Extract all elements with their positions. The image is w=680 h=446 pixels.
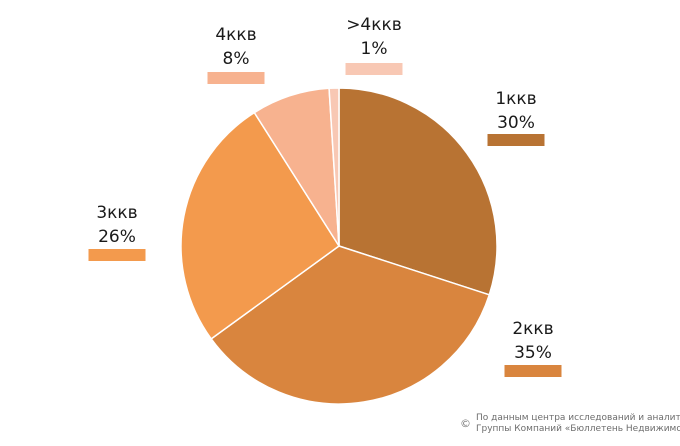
source-note: © По данным центра исследований и аналит… <box>460 413 680 435</box>
slice-color-swatch <box>88 249 146 261</box>
slice-category-label: 1ккв <box>495 89 536 109</box>
pie-slice-2 <box>210 245 491 405</box>
copyright-mark: © <box>460 417 471 430</box>
pie-slice-3 <box>180 111 340 340</box>
slice-value-label: 8% <box>223 49 250 69</box>
slice-color-swatch <box>207 72 265 84</box>
slice-value-label: 35% <box>514 343 552 363</box>
pie-slice-1 <box>338 87 498 296</box>
slice-value-label: 26% <box>98 227 136 247</box>
source-line-1: По данным центра исследований и аналитик… <box>476 413 680 423</box>
slice-color-swatch <box>504 365 562 377</box>
pie-slice-5 <box>328 87 340 247</box>
slice-value-label: 30% <box>497 113 535 133</box>
source-line-2: Группы Компаний «Бюллетень Недвижимости» <box>476 424 680 434</box>
slice-category-label: 3ккв <box>96 203 137 223</box>
slice-color-swatch <box>345 63 403 75</box>
pie-labels: 1ккв 30% 2ккв 35% 3ккв 26% 4ккв 8% >4ккв 1% <box>88 15 562 377</box>
pie-slices <box>180 87 498 405</box>
slice-color-swatch <box>487 134 545 146</box>
slice-category-label: 4ккв <box>215 25 256 45</box>
slice-value-label: 1% <box>361 39 388 59</box>
slice-category-label: >4ккв <box>346 15 402 35</box>
slice-category-label: 2ккв <box>512 319 553 339</box>
